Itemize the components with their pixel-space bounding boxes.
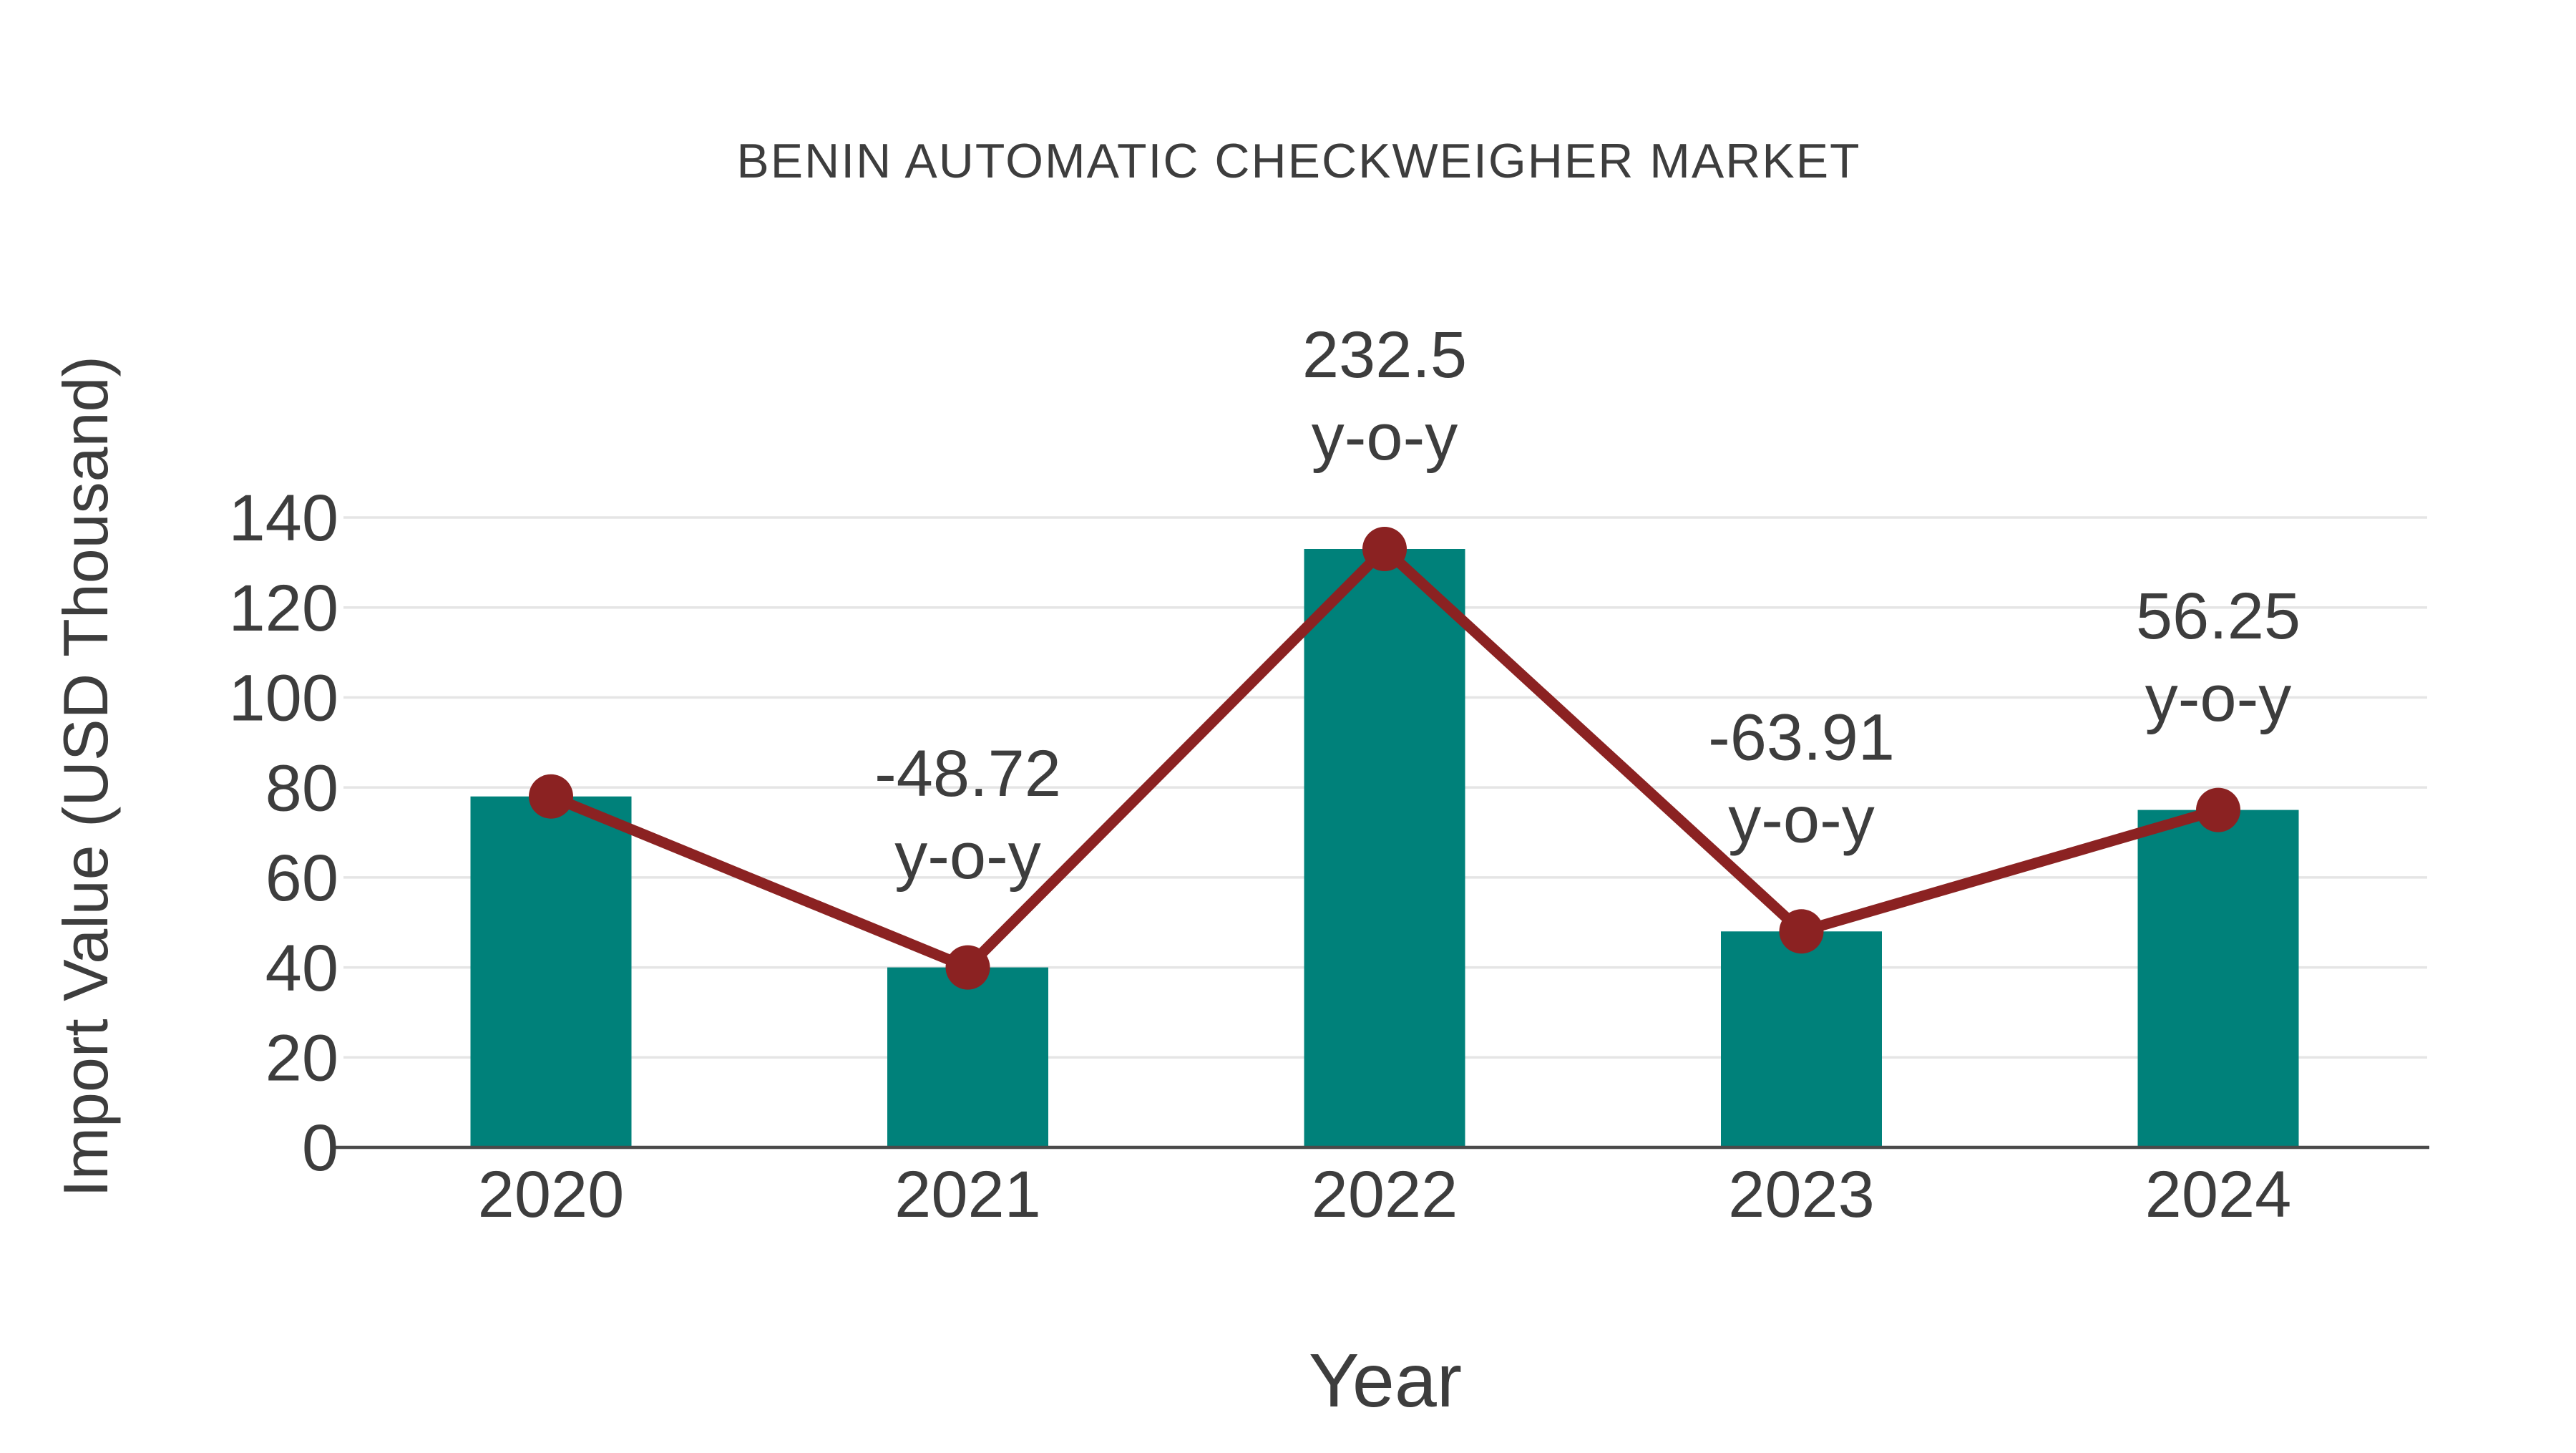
- annotation-value-2021: -48.72: [874, 737, 1061, 810]
- bar-2020: [470, 796, 632, 1147]
- annotation-value-2023: -63.91: [1708, 701, 1895, 774]
- bar-2023: [1721, 931, 1882, 1147]
- x-tick-label-2020: 2020: [478, 1158, 625, 1231]
- x-axis-title: Year: [1309, 1338, 1462, 1423]
- y-tick-label-40: 40: [265, 932, 338, 1005]
- annotation-suffix-2023: y-o-y: [1728, 783, 1874, 856]
- marker-2023: [1779, 909, 1824, 954]
- annotation-value-2024: 56.25: [2136, 580, 2301, 653]
- y-tick-label-20: 20: [265, 1021, 338, 1094]
- y-tick-label-140: 140: [229, 482, 339, 555]
- y-tick-label-120: 120: [229, 572, 339, 645]
- chart-title: BENIN AUTOMATIC CHECKWEIGHER MARKET: [736, 134, 1860, 188]
- annotation-suffix-2024: y-o-y: [2145, 662, 2291, 735]
- marker-2021: [945, 945, 990, 990]
- x-tick-label-2023: 2023: [1728, 1158, 1875, 1231]
- annotations-layer: -48.72 y-o-y 232.5 y-o-y -63.91 y-o-y 56.25 y-o…: [874, 319, 2301, 893]
- bar-2021: [887, 967, 1048, 1147]
- y-tick-label-100: 100: [229, 662, 339, 735]
- annotation-suffix-2021: y-o-y: [894, 820, 1040, 893]
- bar-2024: [2137, 810, 2299, 1147]
- marker-2020: [529, 774, 573, 819]
- y-axis-title: Import Value (USD Thousand): [50, 356, 121, 1197]
- bars-layer: [470, 549, 2299, 1147]
- y-tick-label-80: 80: [265, 752, 338, 825]
- annotation-value-2022: 232.5: [1302, 319, 1467, 392]
- x-tick-label-2021: 2021: [894, 1158, 1041, 1231]
- bar-2022: [1304, 549, 1465, 1147]
- x-tick-label-2022: 2022: [1312, 1158, 1458, 1231]
- tick-labels-layer: 0 20 40 60 80 100 120 140 2020 2021 2022 2023 2024: [229, 482, 2292, 1231]
- y-tick-label-0: 0: [302, 1112, 338, 1185]
- x-tick-label-2024: 2024: [2145, 1158, 2292, 1231]
- markers-layer: [529, 527, 2240, 990]
- y-tick-label-60: 60: [265, 842, 338, 915]
- marker-2022: [1362, 527, 1407, 571]
- annotation-suffix-2022: y-o-y: [1312, 401, 1458, 474]
- marker-2024: [2196, 787, 2240, 832]
